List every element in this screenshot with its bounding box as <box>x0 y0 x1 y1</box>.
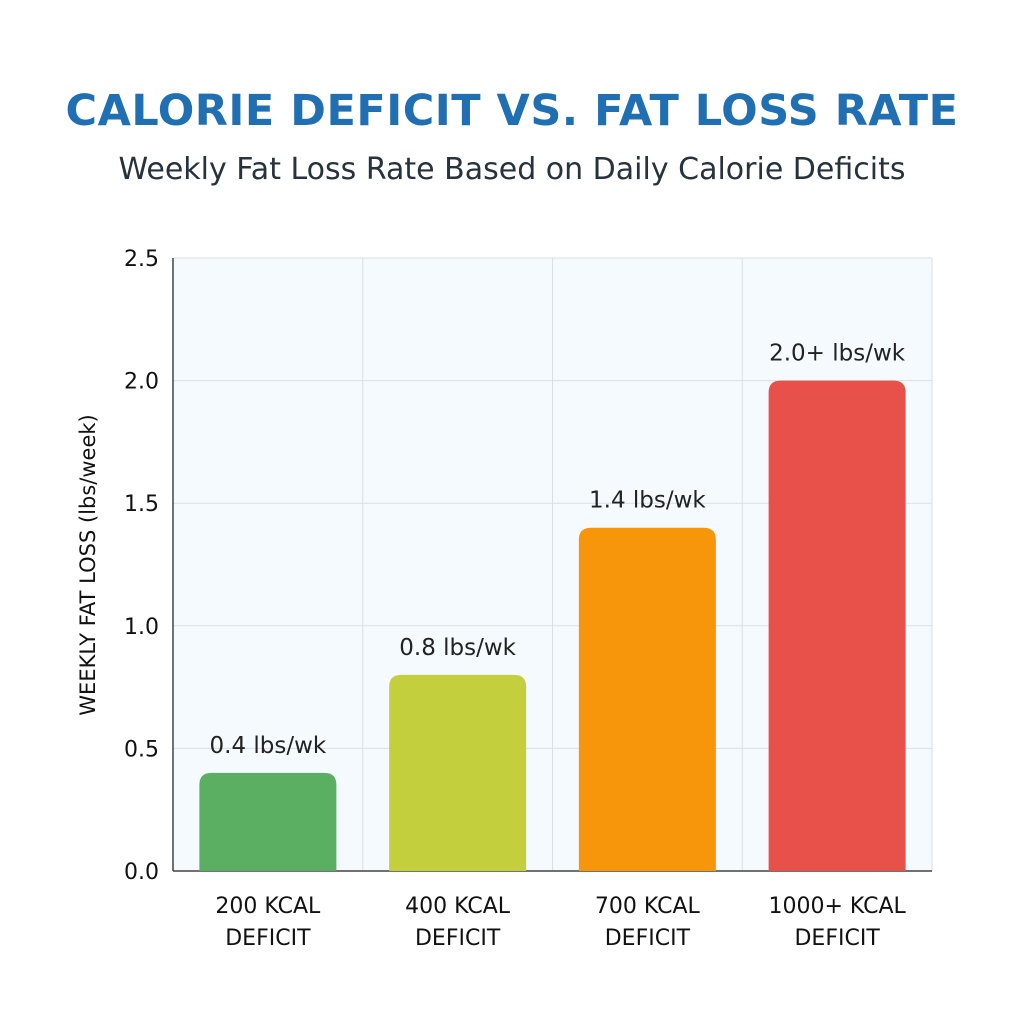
x-tick-label: 400 KCAL DEFICIT <box>405 894 511 951</box>
y-tick-labels: 0.0 0.5 1.0 1.5 2.0 2.5 <box>124 247 159 885</box>
y-tick-label: 1.5 <box>124 492 159 517</box>
bar <box>578 527 716 871</box>
data-labels: 0.4 lbs/wk 0.8 lbs/wk 1.4 lbs/wk 2.0+ lbs/w… <box>210 341 906 759</box>
x-tick-label: 200 KCAL DEFICIT <box>215 894 321 951</box>
data-label: 0.4 lbs/wk <box>210 733 327 759</box>
x-tick-label-line: DEFICIT <box>794 926 880 951</box>
bar <box>389 674 527 871</box>
y-tick-label: 2.0 <box>124 370 159 395</box>
chart-title: CALORIE DEFICIT VS. FAT LOSS RATE <box>65 86 959 136</box>
data-label: 2.0+ lbs/wk <box>769 341 906 367</box>
bar <box>199 772 337 871</box>
x-tick-label: 700 KCAL DEFICIT <box>595 894 701 951</box>
y-tick-label: 2.5 <box>124 247 159 272</box>
x-tick-label-line: 1000+ KCAL <box>768 894 906 919</box>
y-tick-label: 1.0 <box>124 615 159 640</box>
x-tick-label-line: 200 KCAL <box>215 894 321 919</box>
bar <box>768 380 906 871</box>
y-tick-label: 0.5 <box>124 737 159 762</box>
x-tick-label-line: DEFICIT <box>605 926 691 951</box>
x-tick-label-line: DEFICIT <box>415 926 501 951</box>
x-tick-label-line: DEFICIT <box>225 926 311 951</box>
data-label: 1.4 lbs/wk <box>589 488 706 514</box>
x-tick-label-line: 700 KCAL <box>595 894 701 919</box>
x-tick-labels: 200 KCAL DEFICIT 400 KCAL DEFICIT 700 KCAL DE… <box>215 894 906 951</box>
data-label: 0.8 lbs/wk <box>399 635 516 661</box>
y-tick-label: 0.0 <box>124 860 159 885</box>
x-tick-label-line: 400 KCAL <box>405 894 511 919</box>
x-tick-label: 1000+ KCAL DEFICIT <box>768 894 906 951</box>
chart-subtitle: Weekly Fat Loss Rate Based on Daily Calo… <box>118 152 906 187</box>
bars <box>199 380 906 871</box>
